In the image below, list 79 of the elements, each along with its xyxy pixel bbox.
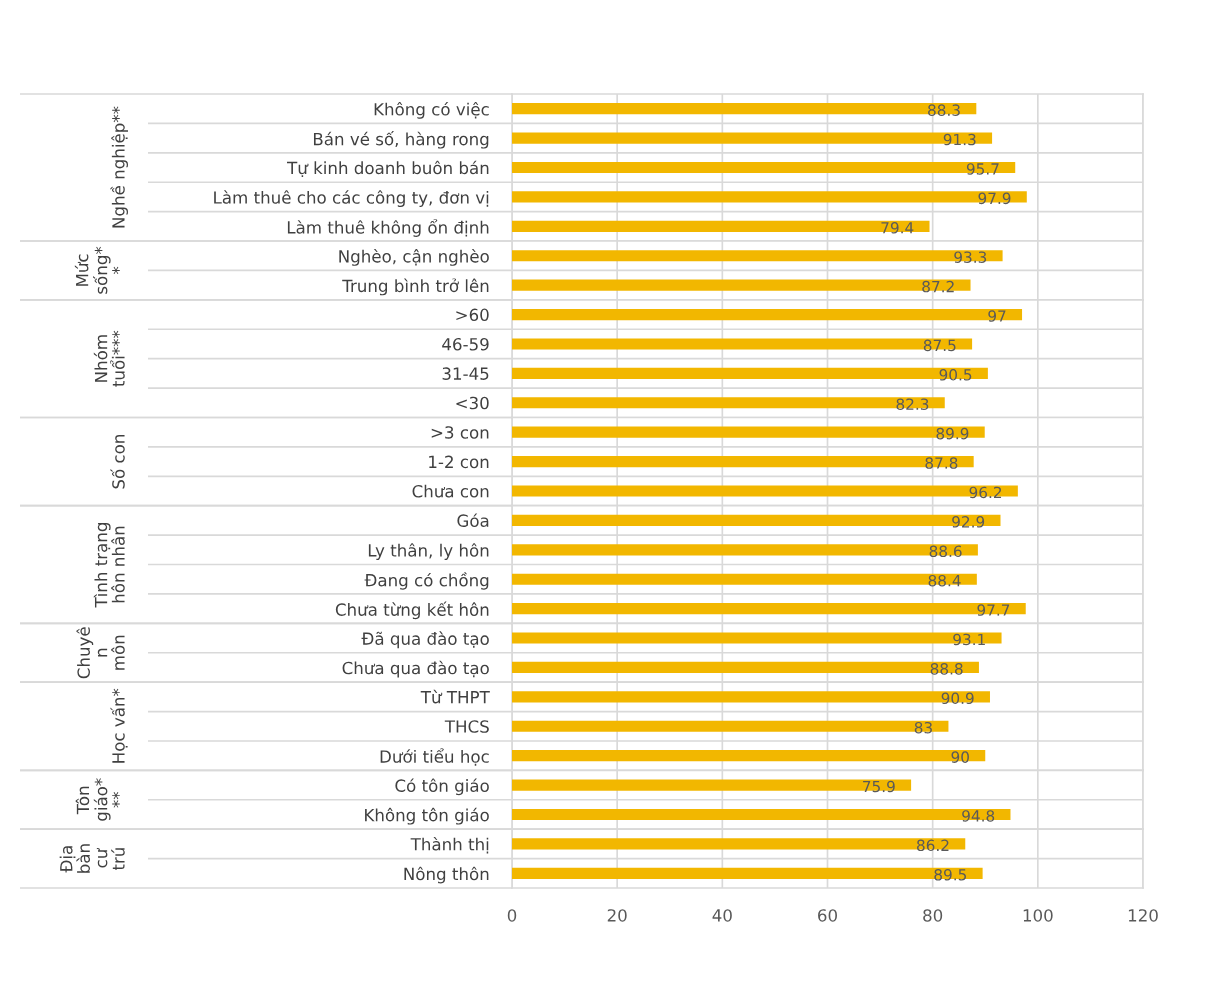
data-label: 97 [988,310,1006,322]
data-label: 94.8 [962,810,995,822]
x-tick-label: 40 [712,909,732,922]
data-label: 89.9 [936,427,969,440]
y-tick-label: >3 con [431,426,489,439]
y-tick-label: Chưa con [412,484,489,498]
data-label: 88.8 [930,663,963,675]
y-tick-label: Ly thân, ly hôn [368,543,489,560]
y-tick-label: Không có việc [374,102,489,119]
y-tick-label: Góa [457,513,489,527]
y-tick-label: Chưa từng kết hôn [335,601,489,620]
bar [512,103,977,115]
y-tick-label: Đang có chồng [364,572,489,590]
data-label: 92.9 [952,516,985,528]
data-label: 90.5 [939,369,972,381]
data-label: 82.3 [896,398,929,410]
y-tick-label: Chưa qua đào tạo [342,660,489,678]
bar [512,220,930,232]
data-label: 88.4 [928,574,961,587]
x-tick-label: 60 [818,909,837,922]
y-tick-label: Tự kinh doanh buôn bán [287,160,489,178]
y-axis-title: Học vấn* [110,688,128,763]
x-tick-label: 0 [507,909,517,922]
bar [512,514,1001,526]
y-tick-label: 31-45 [442,367,489,380]
bar [512,573,977,585]
y-tick-label: Làm thuê cho các công ty, đơn vị [214,190,489,208]
data-label: 75.9 [863,780,895,793]
data-label: 93.1 [953,633,985,646]
y-tick-label: Thành thị [410,837,489,854]
y-tick-label: Trung bình trở lên [342,278,489,296]
y-axis-title: Tình trạng hôn nhân [93,523,125,608]
y-tick-label: <30 [456,396,489,410]
bar [512,544,978,556]
data-label: 95.7 [966,163,999,175]
data-label: 96.2 [969,486,1002,499]
y-tick-label: 1-2 con [429,455,489,469]
x-tick-label: 100 [1023,909,1053,922]
data-label: 91.3 [943,133,976,146]
data-label: 90 [951,751,969,763]
y-tick-label: Bán vé số, hàng rong [313,131,489,149]
y-axis-title: Chuyê n môn [76,627,125,679]
y-tick-label: THCS [444,720,489,733]
data-label: 86.2 [917,839,949,852]
y-tick-label: Không tôn giáo [365,807,489,825]
bar [512,132,993,144]
x-tick-label: 80 [923,909,943,922]
y-tick-label: Làm thuê không ổn định [287,219,489,237]
y-tick-label: Từ THPT [420,689,490,704]
bar [512,161,1016,174]
data-label: 87.8 [925,457,958,469]
data-label: 87.2 [922,280,954,293]
y-axis-title: Mức sống* * [74,246,120,294]
y-tick-label: Có tôn giáo [395,778,489,796]
x-tick-label: 20 [607,909,627,922]
y-tick-label: 46-59 [442,337,489,351]
data-label: 97.9 [978,192,1011,205]
y-axis-title: Nhóm tuổi*** [93,330,125,387]
y-tick-label: Đã qua đào tạo [361,631,489,649]
data-label: 97.7 [977,604,1010,616]
bar [512,191,1027,203]
y-axis-title: Nghề nghiệp** [110,106,128,228]
data-label: 83 [914,721,932,734]
x-tick-label: 120 [1128,909,1158,922]
y-axis-title: Địa bàn cư trú [59,844,125,873]
y-tick-label: Dưới tiểu học [380,748,489,766]
y-tick-label: >60 [456,308,489,322]
data-label: 88.6 [929,545,962,558]
data-label: 93.3 [954,251,987,263]
data-label: 88.3 [928,104,960,116]
y-axis-title: Tôn giáo* ** [75,778,120,821]
data-label: 89.5 [934,868,967,881]
y-axis-title: Số con [110,435,125,489]
y-tick-label: Nghèo, cận nghèo [339,249,489,266]
data-label: 79.4 [881,221,914,234]
data-label: 90.9 [941,692,974,705]
bar [512,603,1026,615]
y-tick-label: Nông thôn [404,866,489,884]
data-label: 87.5 [923,339,956,352]
